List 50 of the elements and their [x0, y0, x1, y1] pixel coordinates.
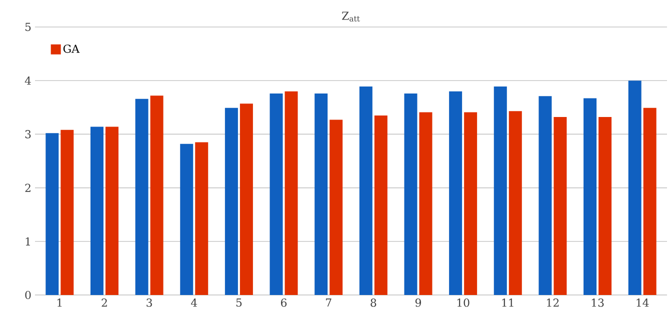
x-tick-label: 8 — [370, 298, 376, 307]
bar — [150, 96, 164, 295]
x-tick-label: 12 — [547, 298, 559, 307]
bar — [180, 144, 194, 295]
x-tick-label: 10 — [457, 298, 470, 307]
bar — [195, 142, 208, 295]
bar — [494, 86, 507, 295]
x-tick-label: 1 — [58, 298, 62, 307]
x-tick-label: 7 — [326, 298, 332, 307]
bar — [60, 130, 74, 295]
bar — [270, 93, 283, 295]
bar — [105, 126, 118, 295]
bar — [554, 117, 567, 295]
bar — [538, 96, 552, 295]
bar — [508, 111, 522, 295]
x-tick-label: 13 — [592, 298, 604, 307]
x-tick-label: 14 — [636, 298, 649, 307]
legend-label: GA — [63, 44, 80, 53]
bar — [314, 93, 328, 295]
bar — [449, 91, 462, 295]
bar — [224, 108, 238, 295]
x-tick-label: 6 — [281, 298, 287, 307]
bar — [464, 112, 478, 295]
x-tick-label: 2 — [102, 298, 107, 307]
bar — [90, 126, 104, 295]
bar — [404, 93, 418, 295]
bar — [598, 117, 612, 295]
bar — [330, 120, 343, 295]
bar — [643, 108, 656, 295]
bar — [135, 98, 148, 295]
x-tick-label: 4 — [190, 298, 198, 307]
bar — [419, 112, 432, 295]
y-tick-label: 5 — [25, 22, 31, 32]
y-tick-label: 0 — [25, 290, 31, 300]
x-tick-label: 9 — [415, 298, 421, 307]
y-tick-label: 4 — [24, 76, 31, 85]
bar — [240, 104, 253, 295]
bar — [46, 133, 59, 295]
bar — [628, 80, 642, 295]
x-tick-label: 3 — [146, 298, 152, 307]
x-tick-label: 11 — [502, 298, 514, 307]
y-tick-label: 2 — [25, 184, 30, 192]
bar — [584, 98, 597, 295]
y-tick-label: 3 — [25, 130, 31, 138]
chart-title: Z$_{att}$ — [342, 12, 360, 22]
bar — [359, 86, 372, 295]
y-tick-label: 1 — [26, 237, 30, 246]
bar — [374, 115, 388, 295]
bar — [284, 91, 298, 295]
x-tick-label: 5 — [236, 298, 242, 307]
